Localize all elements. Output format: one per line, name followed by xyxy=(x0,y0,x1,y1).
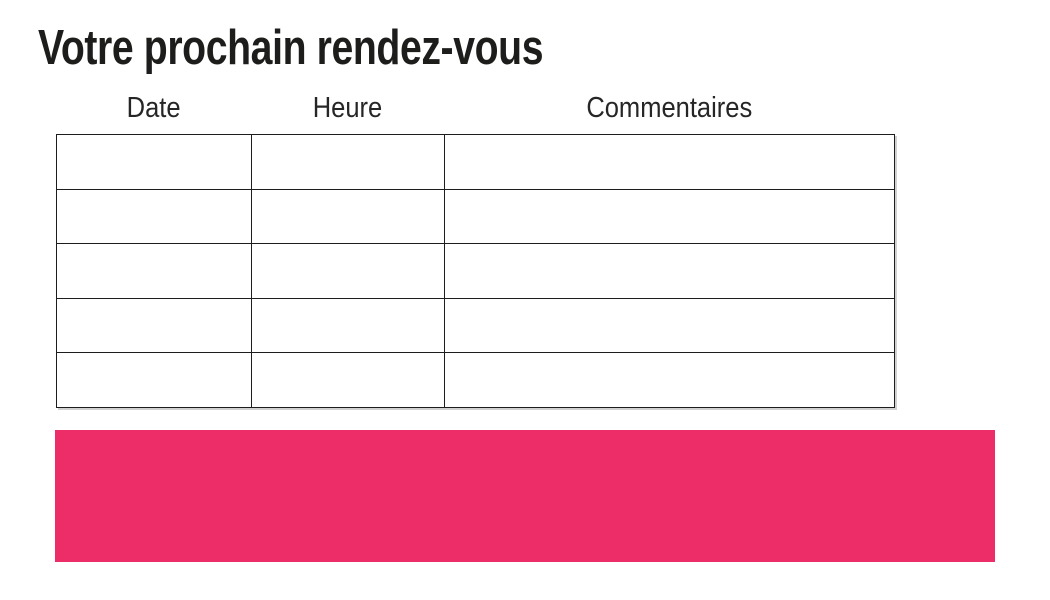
table-cell xyxy=(444,188,895,245)
table-row xyxy=(56,188,895,245)
table-cell xyxy=(444,243,895,299)
table-cell xyxy=(251,188,445,245)
table-cell xyxy=(444,297,895,354)
table-cell xyxy=(56,243,252,299)
table-cell xyxy=(251,297,445,354)
table-row xyxy=(56,134,895,190)
table-cell xyxy=(444,352,895,408)
table-cell xyxy=(251,243,445,299)
table-cell xyxy=(56,352,252,408)
table-column-headers: Date Heure Commentaires xyxy=(56,92,894,125)
table-cell xyxy=(444,134,895,190)
highlight-banner xyxy=(55,430,995,562)
column-header-heure-label: Heure xyxy=(312,92,383,124)
column-header-commentaires-label: Commentaires xyxy=(586,92,752,124)
column-header-commentaires: Commentaires xyxy=(444,92,894,125)
table-row xyxy=(56,297,895,354)
column-header-heure: Heure xyxy=(251,92,444,125)
table-row xyxy=(56,352,895,408)
column-header-date-label: Date xyxy=(126,92,181,124)
appointments-table xyxy=(56,134,895,408)
table-row xyxy=(56,243,895,299)
column-header-date: Date xyxy=(56,92,251,125)
table-cell xyxy=(56,297,252,354)
table-cell xyxy=(56,134,252,190)
appointments-table-body xyxy=(56,134,895,408)
table-cell xyxy=(251,352,445,408)
table-cell xyxy=(56,188,252,245)
page-title: Votre prochain rendez-vous xyxy=(38,21,544,75)
table-cell xyxy=(251,134,445,190)
